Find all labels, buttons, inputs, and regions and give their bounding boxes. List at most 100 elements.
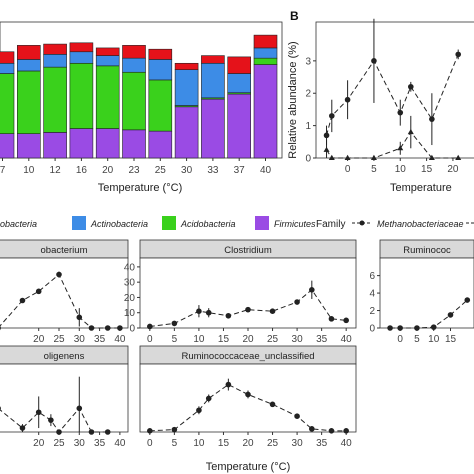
legend-item-label-0: obacteria [0, 219, 37, 229]
panel-b-point-triangle [344, 154, 351, 160]
facet-y-tick-label: 0 [369, 324, 375, 335]
facet-point [76, 405, 83, 412]
bar-acidobacteria-25 [148, 79, 173, 132]
panel-b-x-tick-label: 20 [447, 164, 459, 175]
panel-b-point [371, 58, 377, 64]
panel-b-x-tick-label: 15 [421, 164, 433, 175]
bar-proteobacteria-40 [253, 34, 278, 49]
facet-point [343, 317, 349, 324]
panel-b-point-triangle [397, 145, 404, 151]
bar-actinobacteria-7 [0, 62, 15, 74]
bar-actinobacteria-37 [227, 73, 251, 94]
bar-firmicutes-40 [253, 64, 278, 159]
legend-family-marker [359, 220, 365, 226]
facet-x-tick-label: 20 [33, 438, 45, 449]
facet-y-tick-label: 2 [369, 306, 375, 317]
facet-series-line [0, 273, 120, 329]
facet-x-tick-label: 10 [193, 438, 205, 449]
facet-x-tick-label: 15 [445, 334, 457, 345]
facet-x-tick-label: 35 [316, 334, 328, 345]
panel-b-point [344, 96, 351, 103]
panel-b-x-axis-title: Temperature [390, 182, 452, 194]
bar-actinobacteria-40 [253, 47, 278, 59]
facet-x-tick-label: 35 [94, 334, 106, 345]
bar-firmicutes-12 [43, 132, 67, 159]
facet-x-tick-label: 10 [193, 334, 205, 345]
legend-item-label-2: Acidobacteria [180, 219, 236, 229]
facet-strip-title: Ruminococcaceae_unclassified [181, 351, 314, 362]
facet-point [328, 316, 335, 322]
facet-x-tick-label: 25 [53, 334, 65, 345]
facet-plot-frame [0, 257, 129, 329]
facet-point [294, 299, 300, 305]
bar-x-tick-label: 10 [23, 165, 35, 176]
legend-item-label-3: Firmicutes [274, 219, 316, 229]
panel-b-y-tick-label: 3 [305, 56, 311, 67]
bar-firmicutes-16 [69, 128, 94, 159]
facet-point [35, 409, 42, 416]
facet-point [88, 429, 95, 435]
bar-proteobacteria-23 [122, 45, 146, 59]
facet-series-line [149, 384, 347, 432]
bar-acidobacteria-12 [43, 66, 67, 133]
facet-x-tick-label: 0 [147, 438, 153, 449]
panel-b-x-tick-label: 5 [371, 164, 377, 175]
facet-x-tick-label: 40 [341, 438, 353, 449]
bar-firmicutes-37 [227, 93, 251, 159]
bar-acidobacteria-40 [253, 57, 278, 65]
facet-point [35, 288, 42, 295]
facet-point [0, 406, 1, 411]
panel-b-point [455, 51, 462, 58]
facet-x-tick-label: 15 [218, 334, 230, 345]
facet-point [104, 429, 111, 435]
facet-point [19, 425, 26, 431]
panel-b-point [323, 132, 330, 139]
bar-actinobacteria-10 [16, 59, 41, 72]
facet-x-tick-label: 15 [218, 438, 230, 449]
bar-x-tick-label: 30 [181, 165, 193, 176]
bar-x-tick-label: 7 [0, 165, 6, 176]
facet-point [56, 429, 62, 435]
facet-y-tick-label: 30 [124, 278, 136, 289]
facet-y-tick-label: 20 [124, 293, 136, 304]
panel-b-y-axis-title: Relative abundance (%) [287, 41, 299, 158]
facet-panel: oligenens 20 25 30 35 40 [0, 345, 129, 449]
bar-acidobacteria-7 [0, 73, 15, 134]
facet-point [147, 428, 153, 434]
stacked-bar-chart: 7 10 12 16 20 23 25 30 33 37 40 Temperature (°C) [0, 21, 283, 194]
facet-x-tick-label: 20 [242, 334, 254, 345]
facet-x-tick-label: 30 [74, 334, 86, 345]
bar-x-tick-label: 12 [50, 165, 62, 176]
facet-panel: Ruminococcaceae_unclassified 0 5 10 15 20 25 30… [139, 345, 357, 449]
panel-b-y-tick-label: 2 [305, 89, 311, 100]
bar-proteobacteria-7 [0, 51, 15, 64]
bar-x-tick-label: 25 [155, 165, 167, 176]
panel-b-y-tick-label: 0 [305, 154, 311, 165]
facet-x-tick-label: 30 [292, 438, 304, 449]
panel-b-point-triangle [407, 128, 414, 135]
panel-b-point [408, 83, 414, 90]
panel-b-point-triangle [370, 154, 377, 160]
bar-x-axis-title: Temperature (°C) [98, 182, 182, 194]
panel-b-series-line-1 [326, 131, 459, 159]
bar-firmicutes-20 [95, 128, 120, 159]
facet-point [245, 391, 251, 398]
bar-actinobacteria-30 [174, 69, 199, 106]
facet-point [104, 325, 111, 331]
facet-point [117, 325, 123, 331]
facet-point [205, 395, 212, 402]
facet-point [225, 312, 232, 319]
facet-point [196, 308, 202, 314]
facet-point [56, 271, 62, 278]
facet-x-tick-label: 20 [33, 334, 45, 345]
facet-point [88, 325, 95, 331]
bar-proteobacteria-25 [148, 48, 173, 60]
panel-b-point-triangle [428, 154, 435, 160]
facet-point [447, 312, 454, 318]
facet-x-tick-label: 35 [316, 438, 328, 449]
facet-point [171, 426, 178, 433]
legend-item-label-1: Actinobacteria [90, 219, 148, 229]
facet-point [387, 325, 393, 331]
facet-x-tick-label: 10 [428, 334, 440, 345]
